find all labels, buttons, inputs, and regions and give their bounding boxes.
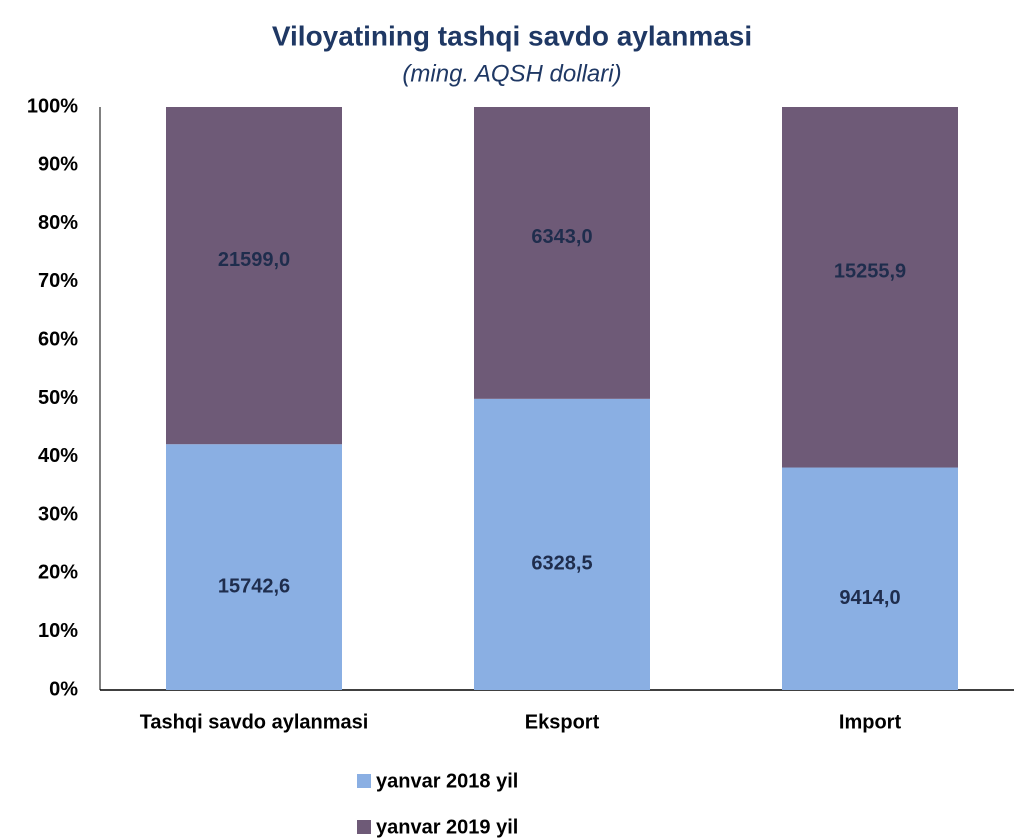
bar-segment	[782, 467, 958, 690]
legend-swatch	[357, 774, 371, 788]
y-tick-label: 30%	[38, 503, 78, 525]
data-label: 15255,9	[834, 261, 906, 283]
y-tick-label: 0%	[49, 678, 78, 700]
bar-segment	[782, 107, 958, 468]
chart-title: Viloyatining tashqi savdo aylanmasi	[272, 20, 752, 51]
y-tick-label: 50%	[38, 387, 78, 409]
y-tick-label: 60%	[38, 328, 78, 350]
data-label: 15742,6	[218, 575, 290, 597]
data-label: 21599,0	[218, 249, 290, 271]
bar-segment	[166, 107, 342, 445]
data-label: 6343,0	[531, 226, 592, 248]
y-tick-label: 40%	[38, 445, 78, 467]
x-tick-label: Tashqi savdo aylanmasi	[140, 711, 369, 733]
legend-swatch	[357, 820, 371, 834]
bar-segment	[474, 107, 650, 399]
y-tick-label: 70%	[38, 270, 78, 292]
x-tick-label: Eksport	[525, 711, 600, 733]
y-tick-label: 80%	[38, 212, 78, 234]
x-tick-label: Import	[839, 711, 902, 733]
y-tick-label: 20%	[38, 562, 78, 584]
data-label: 6328,5	[531, 553, 592, 575]
data-label: 9414,0	[839, 587, 900, 609]
y-tick-label: 100%	[27, 95, 78, 117]
y-tick-label: 90%	[38, 154, 78, 176]
chart-subtitle: (ming. AQSH dollari)	[402, 60, 621, 87]
bar-segment	[474, 398, 650, 690]
legend-label: yanvar 2019 yil	[376, 816, 518, 838]
legend-label: yanvar 2018 yil	[376, 770, 518, 792]
bar-segment	[166, 444, 342, 690]
y-tick-label: 10%	[38, 620, 78, 642]
